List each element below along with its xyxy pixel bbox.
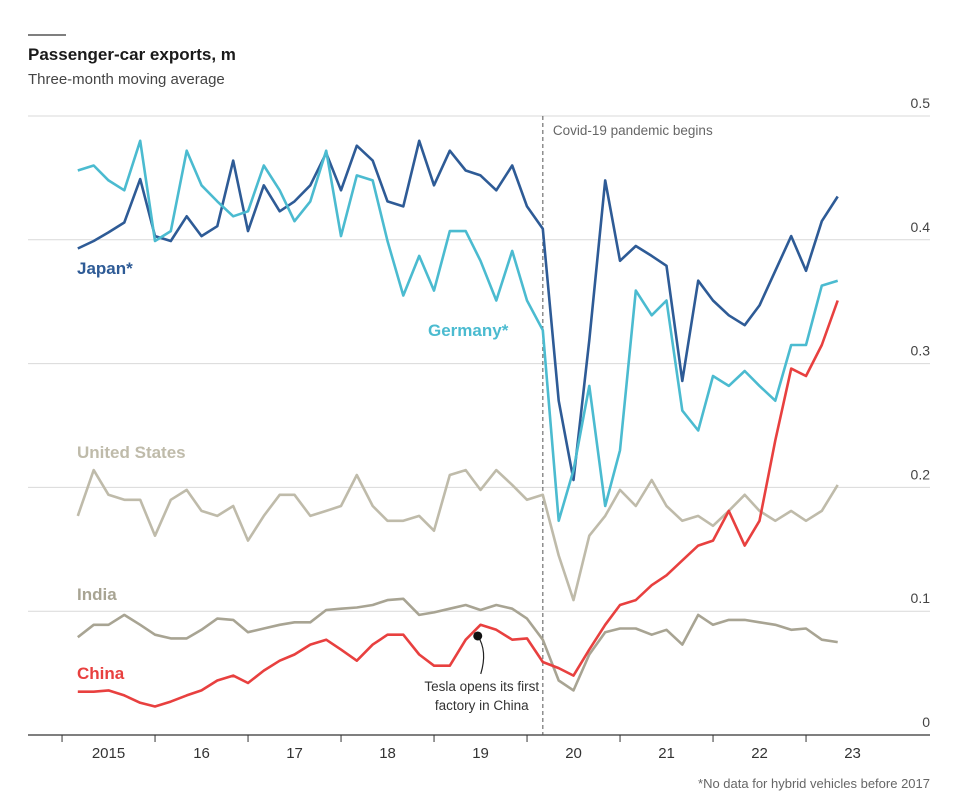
- y-tick-label: 0.2: [911, 466, 931, 482]
- y-tick-label: 0: [922, 714, 930, 730]
- annotation-leader: [477, 635, 485, 675]
- x-tick-label: 21: [658, 745, 675, 762]
- y-tick-label: 0.1: [911, 590, 931, 606]
- x-tick-label: 18: [379, 745, 396, 762]
- series-line: [77, 139, 839, 523]
- series-line: [76, 468, 839, 602]
- tesla-label: Tesla opens its first: [424, 679, 539, 694]
- y-tick-label: 0.3: [911, 343, 931, 359]
- series-line: [77, 139, 839, 482]
- series-line: [77, 597, 838, 692]
- legend-label: Japan*: [77, 259, 133, 278]
- chart-title: Passenger-car exports, m: [28, 45, 236, 64]
- footnote: *No data for hybrid vehicles before 2017: [698, 776, 930, 791]
- x-tick-label: 22: [751, 745, 768, 762]
- x-tick-label: 17: [286, 745, 303, 762]
- y-tick-label: 0.5: [911, 95, 931, 111]
- tesla-label: factory in China: [435, 698, 529, 713]
- annotation-dot: [473, 631, 483, 641]
- series-line: [77, 300, 839, 708]
- covid-label: Covid-19 pandemic begins: [553, 123, 713, 138]
- x-tick-label: 19: [472, 745, 489, 762]
- x-tick-label: 23: [844, 745, 861, 762]
- legend-label: India: [77, 585, 117, 604]
- x-tick-label: 2015: [92, 745, 125, 762]
- y-tick-label: 0.4: [911, 219, 931, 235]
- x-tick-label: 16: [193, 745, 210, 762]
- chart-subtitle: Three-month moving average: [28, 71, 225, 88]
- x-tick-label: 20: [565, 745, 582, 762]
- legend-label: China: [77, 664, 125, 683]
- legend-label: Germany*: [428, 321, 509, 340]
- legend-label: United States: [77, 443, 186, 462]
